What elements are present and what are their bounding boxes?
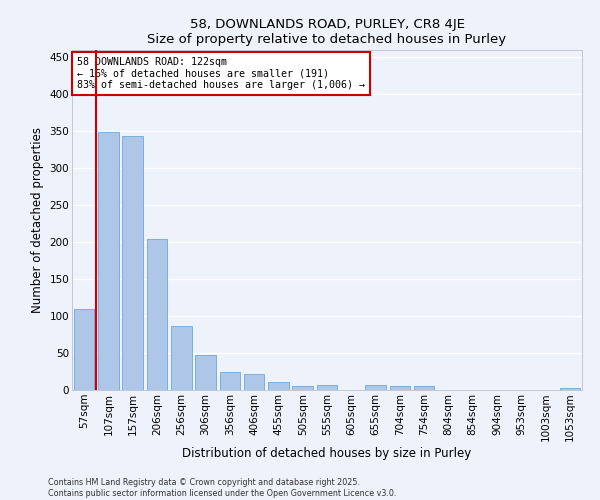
Bar	[122, 136, 143, 390]
Bar	[317, 385, 337, 390]
X-axis label: Distribution of detached houses by size in Purley: Distribution of detached houses by size …	[182, 447, 472, 460]
Bar	[195, 356, 216, 390]
Bar	[74, 308, 94, 390]
Y-axis label: Number of detached properties: Number of detached properties	[31, 127, 44, 313]
Bar	[560, 388, 580, 390]
Bar	[146, 239, 167, 390]
Text: Contains HM Land Registry data © Crown copyright and database right 2025.
Contai: Contains HM Land Registry data © Crown c…	[48, 478, 397, 498]
Bar	[414, 386, 434, 390]
Bar	[98, 132, 119, 390]
Bar	[268, 382, 289, 390]
Bar	[171, 326, 191, 390]
Text: 58 DOWNLANDS ROAD: 122sqm
← 16% of detached houses are smaller (191)
83% of semi: 58 DOWNLANDS ROAD: 122sqm ← 16% of detac…	[77, 57, 365, 90]
Bar	[220, 372, 240, 390]
Title: 58, DOWNLANDS ROAD, PURLEY, CR8 4JE
Size of property relative to detached houses: 58, DOWNLANDS ROAD, PURLEY, CR8 4JE Size…	[148, 18, 506, 46]
Bar	[244, 374, 265, 390]
Bar	[365, 385, 386, 390]
Bar	[292, 386, 313, 390]
Bar	[389, 386, 410, 390]
